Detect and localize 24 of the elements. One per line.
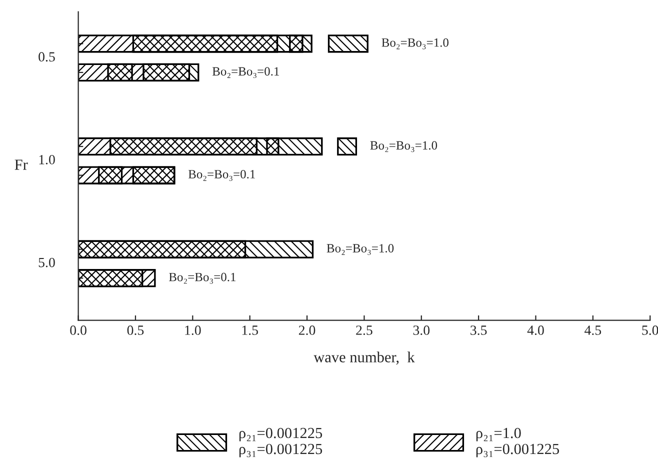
annotation: Bo₂=Bo₃=1.0 bbox=[382, 38, 448, 50]
x-tick-label: 3.5 bbox=[470, 326, 487, 335]
legend-label: ρ₂₁=1.0 ρ₃₁=0.001225 bbox=[476, 428, 560, 458]
x-tick-label: 0.5 bbox=[127, 326, 144, 335]
annotation: Bo₂=Bo₃=0.1 bbox=[188, 170, 255, 181]
text: 0.5 bbox=[38, 52, 55, 62]
x-tick-label: 3.0 bbox=[413, 326, 430, 335]
annotation: Bo₂=Bo₃=1.0 bbox=[370, 141, 438, 152]
x-tick-label: 2.5 bbox=[356, 326, 372, 335]
x-tick-label: 5.0 bbox=[642, 326, 658, 335]
x-tick-label: 4.5 bbox=[584, 326, 602, 335]
text: 5.0 bbox=[38, 258, 55, 268]
y-axis-title: Fr bbox=[14, 160, 28, 170]
x-axis-title: wave number, k bbox=[314, 352, 415, 365]
annotation: Bo₂=Bo₃=0.1 bbox=[169, 272, 236, 284]
x-tick-label: 1.5 bbox=[242, 326, 258, 335]
text: 1.0 bbox=[39, 154, 55, 164]
x-tick-label: 2.0 bbox=[298, 326, 316, 335]
annotation: Bo₂=Bo₃=0.1 bbox=[212, 67, 279, 78]
x-tick-label: 1.0 bbox=[185, 326, 201, 335]
x-tick-label: 0.0 bbox=[70, 326, 86, 335]
legend-label: ρ₂₁=0.001225 ρ₃₁=0.001225 bbox=[239, 428, 322, 458]
annotation: Bo₂=Bo₃=1.0 bbox=[326, 244, 394, 255]
x-tick-label: 4.0 bbox=[527, 326, 544, 335]
